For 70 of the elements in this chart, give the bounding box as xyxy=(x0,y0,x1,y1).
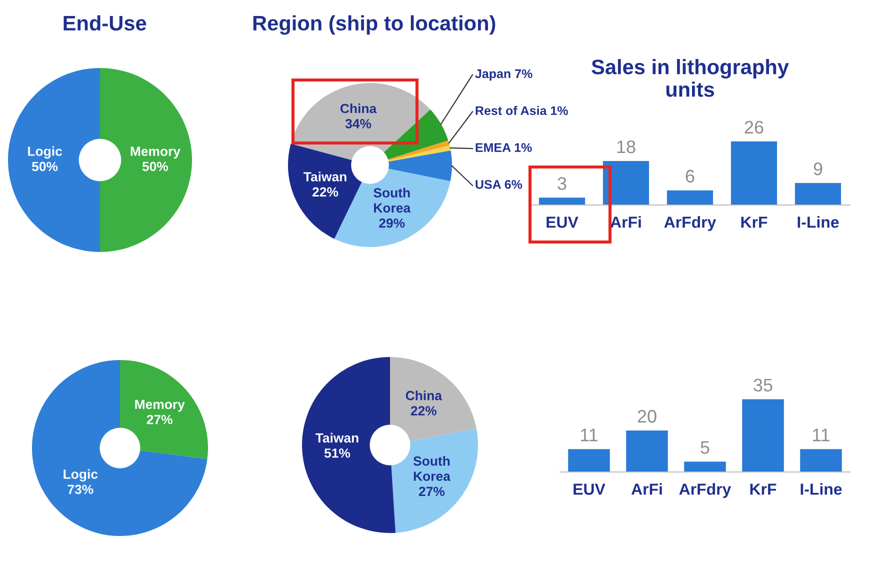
slice-label: China xyxy=(406,390,442,400)
slice-label: EMEA 1% xyxy=(476,143,532,152)
data-label: 35 xyxy=(754,378,772,392)
donut-slice xyxy=(388,140,450,160)
data-label: 27% xyxy=(146,414,172,424)
data-label: 11 xyxy=(813,428,830,442)
slice-label: Japan 7% xyxy=(475,69,532,81)
data-label: 50% xyxy=(142,162,168,172)
data-label: 29% xyxy=(379,218,405,228)
bar xyxy=(626,430,668,472)
slice-label: Taiwan xyxy=(304,172,346,182)
chart-title: Region (ship to location) xyxy=(253,15,496,35)
x-tick-label: ArFi xyxy=(631,483,662,495)
data-label: 18 xyxy=(617,140,636,154)
data-label: 26 xyxy=(744,120,764,134)
data-label: 22% xyxy=(312,187,338,197)
donut-slice xyxy=(288,144,362,239)
donut-slice xyxy=(388,150,452,182)
donut-slice xyxy=(391,428,478,533)
slice-label: South Korea xyxy=(413,456,451,481)
bar xyxy=(666,190,714,205)
bar xyxy=(794,182,842,205)
bar xyxy=(730,141,778,205)
slice-label: Logic xyxy=(64,469,98,482)
x-tick-label: ArFi xyxy=(610,216,641,228)
donut-slice xyxy=(100,68,192,252)
slice-label: South Korea xyxy=(374,188,411,213)
bar xyxy=(538,198,586,205)
data-label: 34% xyxy=(345,119,372,128)
bar xyxy=(602,160,650,205)
donut-slice xyxy=(384,109,448,160)
donut-slice xyxy=(302,357,396,533)
data-label: 22% xyxy=(410,406,437,416)
bar xyxy=(800,449,842,472)
data-label: 50% xyxy=(32,162,58,172)
slice-label: Memory xyxy=(135,400,185,412)
data-label: 3 xyxy=(558,177,566,190)
donut-slice xyxy=(388,145,451,162)
bar xyxy=(684,462,726,472)
data-label: 11 xyxy=(581,428,598,442)
donut-slice xyxy=(290,83,430,160)
donut-slice xyxy=(120,360,208,460)
data-label: 6 xyxy=(686,170,694,183)
slice-label: USA 6% xyxy=(476,180,522,189)
x-tick-label: EUV xyxy=(574,484,606,495)
donut-slice xyxy=(8,68,100,252)
slice-label: China xyxy=(340,103,377,114)
x-tick-label: KrF xyxy=(741,216,768,228)
slice-label: Taiwan xyxy=(316,432,358,443)
x-tick-label: ArFdry xyxy=(664,216,716,231)
chart-title: End-Use xyxy=(64,15,146,31)
data-label: 9 xyxy=(814,162,822,176)
chart-title: Sales in lithography units xyxy=(592,59,789,97)
x-tick-label: EUV xyxy=(546,216,578,228)
x-tick-label: I-Line xyxy=(800,483,842,495)
slice-label: Logic xyxy=(28,146,62,159)
donut-slice xyxy=(32,360,208,536)
bar xyxy=(742,399,784,472)
data-label: 20 xyxy=(638,410,656,423)
donut-slice xyxy=(390,357,476,442)
x-tick-label: ArFdry xyxy=(679,483,732,498)
data-label: 5 xyxy=(700,441,710,454)
x-tick-label: I-Line xyxy=(798,216,839,228)
data-label: 27% xyxy=(418,486,445,496)
slice-label: Rest of Asia 1% xyxy=(476,106,568,116)
slice-label: Memory xyxy=(130,146,180,159)
x-tick-label: KrF xyxy=(750,484,776,495)
data-label: 73% xyxy=(68,484,94,494)
data-label: 51% xyxy=(324,448,350,458)
bar xyxy=(568,449,610,472)
